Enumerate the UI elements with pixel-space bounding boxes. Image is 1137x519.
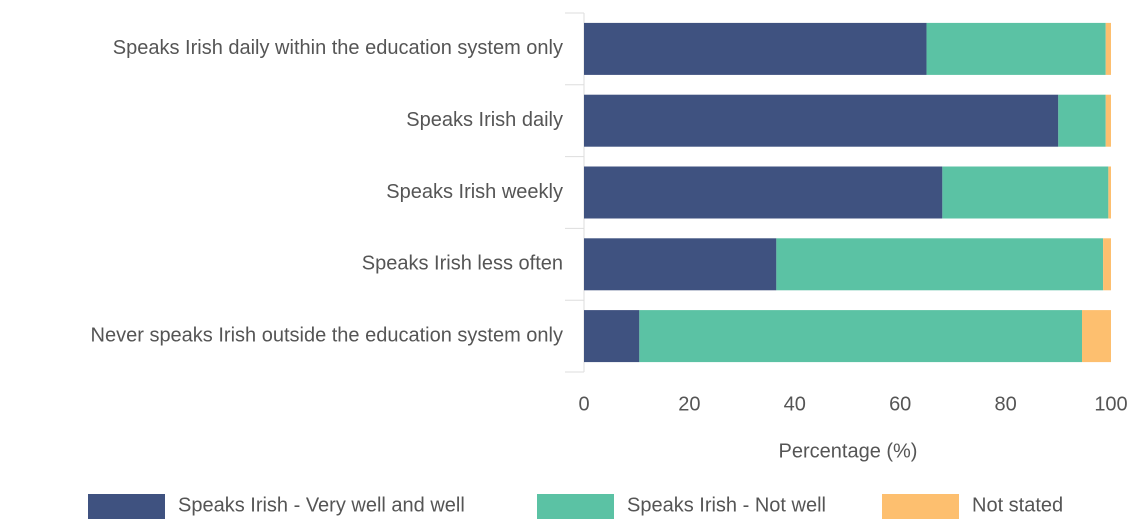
legend-label: Speaks Irish - Very well and well: [178, 494, 465, 516]
bar-segment: [584, 238, 777, 291]
y-tick-label: Never speaks Irish outside the education…: [91, 324, 563, 346]
bar-segment: [926, 22, 1106, 75]
bar-segment: [584, 22, 927, 75]
x-tick-label: 80: [994, 393, 1016, 415]
y-tick-label: Speaks Irish less often: [362, 253, 563, 275]
bar-segment: [1058, 94, 1106, 147]
x-tick-label: 20: [678, 393, 700, 415]
y-tick-label: Speaks Irish weekly: [386, 181, 563, 203]
legend-swatch: [882, 494, 959, 519]
bar-segment: [584, 166, 943, 219]
bar-segment: [639, 310, 1083, 363]
legend-label: Not stated: [972, 494, 1063, 516]
bar-segment: [1103, 238, 1111, 291]
y-tick-label: Speaks Irish daily: [406, 109, 563, 131]
bar-segment: [1105, 94, 1111, 147]
bar-segment: [1105, 22, 1111, 75]
bar-segment: [1108, 166, 1111, 219]
legend-swatch: [88, 494, 165, 519]
legend-label: Speaks Irish - Not well: [627, 494, 826, 516]
legend-swatch: [537, 494, 614, 519]
x-tick-label: 100: [1094, 393, 1127, 415]
bar-segment: [942, 166, 1109, 219]
y-tick-label: Speaks Irish daily within the education …: [113, 37, 563, 59]
bar-segment: [584, 94, 1059, 147]
bar-segment: [776, 238, 1104, 291]
x-tick-label: 60: [889, 393, 911, 415]
x-tick-label: 40: [784, 393, 806, 415]
bar-segment: [584, 310, 640, 363]
bar-segment: [1082, 310, 1111, 363]
x-axis-title: Percentage (%): [779, 440, 918, 462]
x-tick-label: 0: [578, 393, 589, 415]
